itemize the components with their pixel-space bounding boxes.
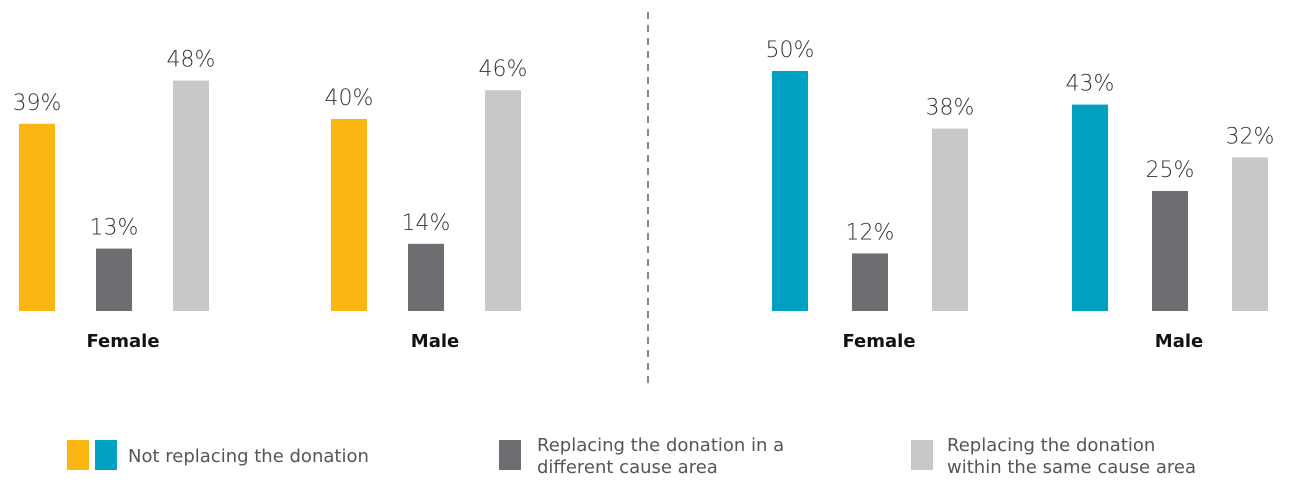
bar	[173, 80, 209, 311]
value-label: 40%	[325, 86, 374, 111]
value-label: 14%	[402, 211, 451, 236]
category-label: Female	[86, 331, 159, 352]
bar	[1232, 157, 1268, 311]
value-label: 46%	[479, 57, 528, 82]
bar	[932, 128, 968, 311]
legend-swatch	[95, 440, 117, 470]
bar	[852, 253, 888, 311]
bar	[485, 90, 521, 311]
value-label: 50%	[766, 38, 815, 63]
bar	[19, 123, 55, 311]
legend-swatch	[499, 440, 521, 470]
bar	[1152, 191, 1188, 311]
legend-label: Replacing the donation in a different ca…	[537, 435, 785, 478]
value-label: 38%	[926, 96, 975, 121]
value-label: 39%	[13, 91, 62, 116]
bar	[96, 248, 132, 311]
value-label: 43%	[1066, 72, 1115, 97]
category-label: Female	[842, 331, 915, 352]
legend-label: Replacing the donation within the same c…	[947, 435, 1196, 478]
value-label: 25%	[1146, 158, 1195, 183]
legend-swatch	[67, 440, 89, 470]
value-label: 32%	[1226, 124, 1275, 149]
bar	[772, 71, 808, 311]
value-label: 12%	[846, 220, 895, 245]
category-label: Male	[1155, 331, 1203, 352]
value-label: 48%	[167, 48, 216, 73]
bar	[1072, 104, 1108, 311]
bar	[408, 243, 444, 311]
category-label: Male	[411, 331, 459, 352]
legend-swatch	[911, 440, 933, 470]
legend-label: Not replacing the donation	[128, 446, 369, 467]
value-label: 13%	[90, 216, 139, 241]
bar	[331, 119, 367, 311]
